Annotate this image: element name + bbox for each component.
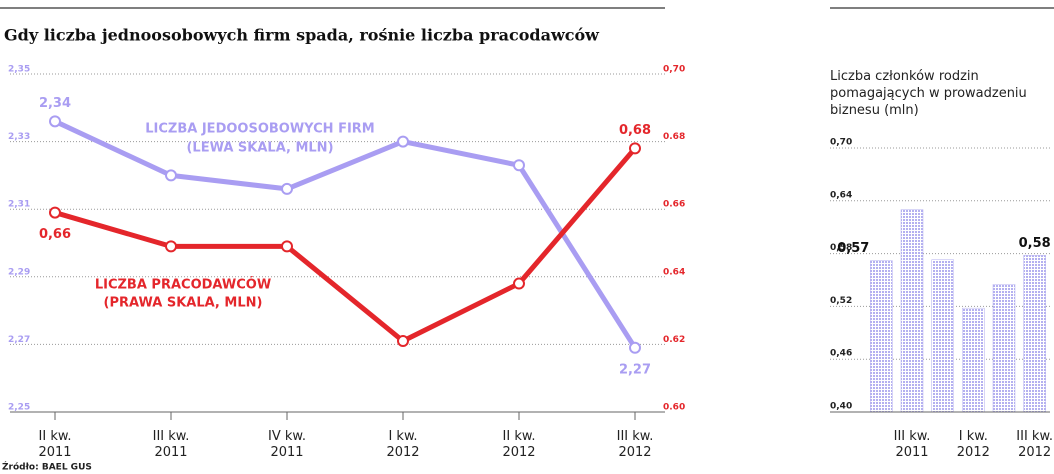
series-line (54, 146, 637, 344)
bar (962, 307, 985, 413)
series-line (53, 119, 638, 350)
annotation: (PRAWA SKALA, MLN) (104, 296, 263, 311)
bar (992, 284, 1016, 413)
source: Źródło: BAEL GUS (2, 461, 92, 473)
marker (629, 341, 641, 354)
value-label: 2,27 (619, 362, 651, 377)
y-tick-label: 2,29 (8, 267, 30, 277)
chart-title: Gdy liczba jednoosobowych firm spada, ro… (4, 26, 600, 45)
value-label: 0,57 (837, 241, 869, 256)
marker (397, 335, 409, 348)
bar (1023, 255, 1046, 413)
legend-label: LICZBA JEDOOSOBOWYCH FIRM (145, 122, 374, 137)
bar (900, 209, 924, 413)
chart-title: Liczba członków rodzin pomagających w pro… (830, 69, 1027, 118)
marker (165, 240, 177, 253)
y2-tick-label: 0.68 (663, 132, 685, 142)
y-tick-label: 0,52 (830, 296, 852, 306)
value-label: 2,34 (39, 96, 71, 111)
marker (629, 142, 641, 155)
y2-tick-label: 0,70 (663, 65, 685, 75)
x-tick-label: IV kw. 2011 (268, 429, 306, 460)
y-tick-label: 2,27 (8, 335, 30, 345)
x-tick-label: I kw. 2012 (957, 429, 990, 460)
marker (281, 182, 293, 195)
y2-tick-label: 0.64 (663, 267, 685, 277)
y-tick-label: 0,40 (830, 402, 852, 412)
y-tick-label: 2,25 (8, 403, 30, 413)
x-tick-label: II kw. 2012 (502, 429, 535, 460)
marker (397, 135, 409, 148)
x-tick-label: I kw. 2012 (386, 429, 419, 460)
y2-tick-label: 0.60 (663, 403, 685, 413)
bar (870, 260, 893, 413)
marker (513, 159, 525, 172)
marker (49, 206, 61, 219)
y-tick-label: 2,31 (8, 200, 30, 210)
y-tick-label: 0,46 (830, 349, 852, 359)
value-label: 0,58 (1019, 236, 1051, 251)
y2-tick-label: 0.62 (663, 335, 685, 345)
x-tick-label: II kw. 2011 (38, 429, 71, 460)
y2-tick-label: 0.66 (663, 200, 685, 210)
x-tick-label: III kw. 2012 (1016, 429, 1053, 460)
y-tick-label: 0,58 (830, 243, 852, 253)
y-tick-label: 0,70 (830, 138, 852, 148)
marker (165, 169, 177, 182)
legend-label: LICZBA PRACODAWCÓW (95, 277, 271, 293)
x-tick-label: III kw. 2011 (153, 429, 190, 460)
y-tick-label: 0,64 (830, 190, 852, 200)
x-tick-label: III kw. 2012 (617, 429, 654, 460)
x-tick-label: III kw. 2011 (894, 429, 931, 460)
marker (281, 240, 293, 253)
y-tick-label: 2,33 (8, 132, 30, 142)
annotation: (LEWA SKALA, MLN) (186, 141, 333, 156)
y-tick-label: 2,35 (8, 65, 30, 75)
marker (49, 115, 61, 128)
value-label: 0,66 (39, 227, 71, 242)
value-label: 0,68 (619, 123, 651, 138)
bar (931, 259, 954, 413)
marker (513, 277, 525, 290)
